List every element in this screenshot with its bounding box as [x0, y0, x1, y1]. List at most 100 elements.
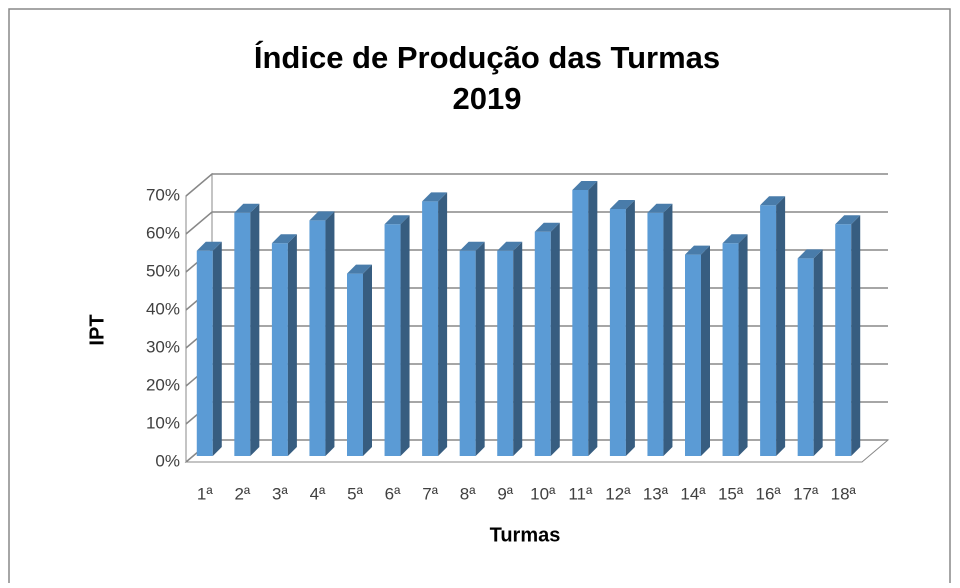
bar-front: [271, 243, 288, 456]
bar: [384, 215, 410, 456]
bar-top: [760, 196, 786, 206]
bar-front: [760, 205, 777, 456]
bar-side: [588, 181, 598, 456]
bar: [534, 222, 560, 456]
bar-top: [271, 234, 297, 244]
bar: [797, 249, 823, 456]
bar: [572, 181, 598, 456]
x-tick-label: 12ª: [605, 484, 631, 503]
bar-top: [572, 181, 598, 190]
bar-top: [384, 215, 410, 225]
bar-front: [647, 212, 664, 456]
bar-side: [738, 234, 748, 456]
y-tick-label: 60%: [146, 223, 180, 242]
bar-side: [250, 203, 260, 456]
y-tick-label: 40%: [146, 299, 180, 318]
bar-top: [234, 203, 260, 213]
bar-top: [459, 241, 485, 251]
bar: [609, 200, 635, 456]
bar: [271, 234, 297, 456]
x-tick-label: 2ª: [234, 484, 250, 503]
x-tick-label: 6ª: [385, 484, 401, 503]
x-tick-label: 11ª: [568, 484, 593, 503]
y-tick-label: 0%: [155, 451, 180, 470]
bar: [309, 211, 335, 456]
bar: [234, 203, 260, 456]
y-axis-title: IPT: [86, 314, 108, 345]
bar: [722, 234, 748, 456]
bar-front: [422, 201, 439, 456]
x-tick-label: 15ª: [718, 484, 744, 503]
bar-side: [363, 264, 372, 456]
bar-front: [722, 243, 739, 456]
bar-front: [534, 231, 551, 456]
bar-top: [309, 211, 335, 221]
x-tick-label: 5ª: [347, 484, 363, 503]
bar: [347, 264, 372, 456]
bar-side: [776, 196, 786, 456]
bar-side: [475, 241, 485, 456]
bar-side: [400, 215, 410, 456]
bar-front: [685, 254, 701, 456]
y-tick-label: 50%: [146, 261, 180, 280]
bar: [422, 192, 448, 456]
bar-top: [835, 215, 861, 225]
bar-side: [325, 211, 335, 456]
bar-side: [550, 222, 560, 456]
x-tick-label: 13ª: [643, 484, 669, 503]
x-tick-label: 16ª: [756, 484, 782, 503]
bar: [459, 241, 485, 456]
bar-side: [663, 203, 673, 456]
x-tick-label: 7ª: [422, 484, 438, 503]
bar-front: [309, 220, 326, 456]
bar: [685, 245, 710, 456]
bar-side: [851, 215, 861, 456]
x-tick-label: 1ª: [197, 484, 213, 503]
bar-front: [797, 258, 814, 456]
x-tick-label: 3ª: [272, 484, 288, 503]
x-tick-label: 17ª: [793, 484, 819, 503]
bar-front: [347, 273, 363, 456]
x-tick-label: 10ª: [530, 484, 556, 503]
bar-top: [685, 245, 710, 255]
bar-side: [513, 241, 523, 456]
bar-top: [647, 203, 673, 213]
bar: [196, 241, 222, 456]
x-axis-title: Turmas: [490, 524, 561, 546]
bar-front: [497, 250, 514, 456]
bar: [497, 241, 523, 456]
bar-top: [797, 249, 823, 259]
bar-side: [625, 200, 635, 456]
y-tick-label: 20%: [146, 375, 180, 394]
bar-top: [534, 222, 560, 232]
bar: [760, 196, 786, 456]
bar-side: [701, 245, 710, 456]
bar: [647, 203, 673, 456]
bar-side: [438, 192, 448, 456]
x-tick-label: 14ª: [680, 484, 706, 503]
x-tick-label: 4ª: [310, 484, 326, 503]
bar-front: [572, 190, 589, 456]
bar-side: [813, 249, 823, 456]
y-tick-label: 10%: [146, 413, 180, 432]
y-tick-label: 30%: [146, 337, 180, 356]
y-tick-label: 70%: [146, 185, 180, 204]
bar-front: [384, 224, 401, 456]
bar: [835, 215, 861, 456]
bar-side: [212, 241, 222, 456]
chart-title: Índice de Produção das Turmas: [254, 40, 720, 75]
bar-top: [347, 264, 372, 274]
bar-front: [835, 224, 852, 456]
chart-subtitle: 2019: [453, 81, 522, 116]
bar-front: [459, 250, 476, 456]
x-tick-label: 8ª: [460, 484, 476, 503]
bar-front: [609, 209, 626, 456]
x-tick-label: 18ª: [831, 484, 857, 503]
bar-front: [196, 250, 213, 456]
bar-top: [609, 200, 635, 209]
bar-top: [196, 241, 222, 251]
bar-top: [422, 192, 448, 202]
bar-side: [287, 234, 297, 456]
